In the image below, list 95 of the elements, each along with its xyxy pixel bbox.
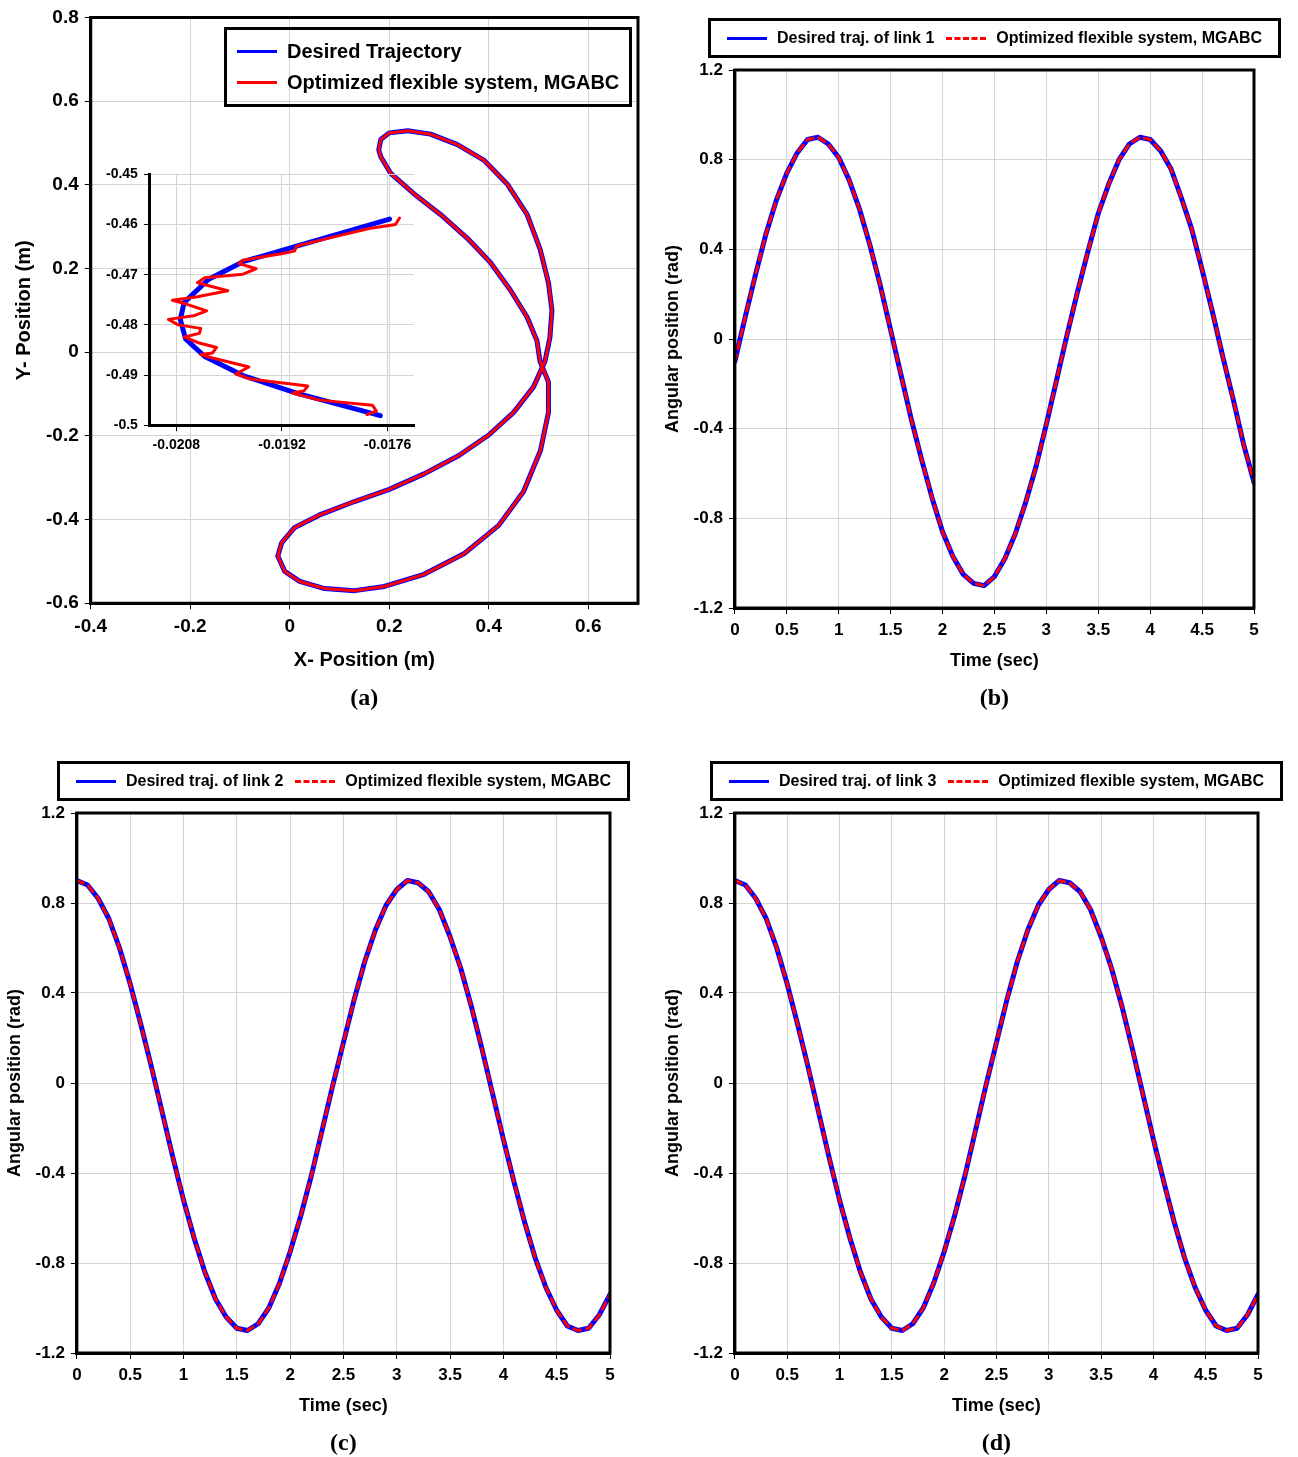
legend-label: Desired Trajectory <box>287 40 462 64</box>
x-tick-label: 2.5 <box>331 1364 356 1384</box>
x-tick-label: 1 <box>833 619 844 639</box>
x-tick-label: 1 <box>834 1364 845 1384</box>
legend-label: Desired traj. of link 2 <box>125 772 284 790</box>
legend-label: Desired traj. of link 1 <box>776 29 935 47</box>
y-tick-label: -0.46 <box>105 215 139 232</box>
x-tick-label: 2.5 <box>984 1364 1009 1384</box>
y-tick-label: 0.8 <box>699 892 723 912</box>
y-tick-label: -0.45 <box>105 165 139 182</box>
x-tick-label: 2 <box>285 1364 295 1384</box>
x-tick-label: 1.5 <box>225 1364 249 1384</box>
y-tick-label: -1.2 <box>35 1342 65 1362</box>
y-tick-label: 0 <box>68 340 79 362</box>
y-tick-label: -0.49 <box>105 365 139 382</box>
x-axis-title: Time (sec) <box>950 650 1039 671</box>
y-tick-label: 0.8 <box>41 892 65 912</box>
x-tick-label: 5 <box>605 1364 615 1384</box>
y-tick-label: -1.2 <box>693 597 723 617</box>
x-tick-label: 1.5 <box>880 1364 904 1384</box>
x-tick-label: 1.5 <box>878 619 903 639</box>
x-tick-label: 1 <box>178 1364 189 1384</box>
y-tick-label: 1.2 <box>699 802 723 822</box>
y-tick-label: -1.2 <box>693 1342 723 1362</box>
x-tick-label: 3 <box>1041 619 1052 639</box>
x-tick-label: 0 <box>730 619 740 639</box>
y-tick-label: 0 <box>713 1072 723 1092</box>
y-tick-label: -0.4 <box>45 507 80 529</box>
y-tick-label: -0.4 <box>35 1162 66 1182</box>
x-tick-label: 4.5 <box>1190 619 1214 639</box>
y-axis-title: Y- Position (m) <box>11 240 34 381</box>
x-tick-label: 3.5 <box>438 1364 462 1384</box>
y-axis-title: Angular position (rad) <box>3 989 24 1177</box>
y-tick-label: -0.8 <box>693 1252 723 1272</box>
legend-label: Optimized flexible system, MGABC <box>287 71 620 95</box>
y-tick-label: 0.6 <box>52 89 79 111</box>
x-tick-label: 4 <box>1145 619 1156 639</box>
y-tick-label: -0.8 <box>35 1252 65 1272</box>
x-tick-label: -0.0208 <box>152 436 201 453</box>
x-tick-label: 0.4 <box>475 614 503 636</box>
x-tick-label: -0.4 <box>74 614 108 636</box>
y-tick-label: -0.8 <box>693 508 723 528</box>
text: (a) <box>350 684 379 711</box>
y-tick-label: 0.4 <box>52 173 80 195</box>
x-tick-label: 4.5 <box>1193 1364 1218 1384</box>
x-tick-label: 0.5 <box>775 1364 800 1384</box>
y-tick-label: -0.4 <box>693 1162 724 1182</box>
x-tick-label: 0.6 <box>575 614 602 636</box>
y-tick-label: 0.8 <box>52 5 79 27</box>
y-tick-label: -0.4 <box>693 418 724 438</box>
y-tick-label: -0.6 <box>45 591 79 613</box>
x-tick-label: 4.5 <box>544 1364 569 1384</box>
y-axis-title: Angular position (rad) <box>661 245 682 433</box>
text: (b) <box>979 684 1010 711</box>
x-tick-label: -0.0192 <box>258 436 306 453</box>
x-tick-label: 0.5 <box>118 1364 143 1384</box>
y-tick-label: 0.4 <box>699 239 724 259</box>
x-tick-label: 3.5 <box>1086 619 1111 639</box>
x-axis-title: Time (sec) <box>952 1395 1041 1416</box>
x-tick-label: 0 <box>730 1364 740 1384</box>
y-tick-label: 0.4 <box>699 982 724 1002</box>
y-tick-label: 1.2 <box>41 802 65 822</box>
y-tick-label: 0.8 <box>699 149 723 169</box>
x-tick-label: 2 <box>937 619 948 639</box>
legend-label: Optimized flexible system, MGABC <box>998 772 1265 790</box>
text: (d) <box>981 1429 1012 1456</box>
x-tick-label: 3 <box>1044 1364 1054 1384</box>
legend-label: Optimized flexible system, MGABC <box>996 29 1263 47</box>
y-axis-title: Angular position (rad) <box>661 989 682 1177</box>
x-tick-label: 4 <box>498 1364 509 1384</box>
y-tick-label: 0 <box>55 1072 65 1092</box>
x-tick-label: 5 <box>1249 619 1259 639</box>
x-tick-label: 2.5 <box>982 619 1007 639</box>
x-tick-label: -0.0176 <box>363 436 412 453</box>
text: (c) <box>330 1429 357 1456</box>
legend-label: Desired traj. of link 3 <box>778 772 937 790</box>
x-tick-label: 5 <box>1253 1364 1263 1384</box>
x-axis-title: X- Position (m) <box>293 647 435 670</box>
x-axis-title: Time (sec) <box>299 1395 388 1416</box>
x-tick-label: 4 <box>1148 1364 1159 1384</box>
y-tick-label: -0.5 <box>113 416 139 433</box>
y-tick-label: 0.4 <box>41 982 66 1002</box>
y-tick-label: -0.48 <box>105 315 139 332</box>
x-tick-label: 2 <box>939 1364 949 1384</box>
y-tick-label: 1.2 <box>699 59 723 79</box>
x-tick-label: 3 <box>392 1364 402 1384</box>
y-tick-label: 0 <box>713 328 723 348</box>
x-tick-label: 3.5 <box>1089 1364 1113 1384</box>
y-tick-label: -0.47 <box>105 265 139 282</box>
x-tick-label: 0.2 <box>376 614 403 636</box>
x-tick-label: 0 <box>284 614 296 636</box>
x-tick-label: 0.5 <box>774 619 799 639</box>
x-tick-label: -0.2 <box>173 614 207 636</box>
y-tick-label: 0.2 <box>52 256 79 278</box>
legend-label: Optimized flexible system, MGABC <box>345 772 612 790</box>
